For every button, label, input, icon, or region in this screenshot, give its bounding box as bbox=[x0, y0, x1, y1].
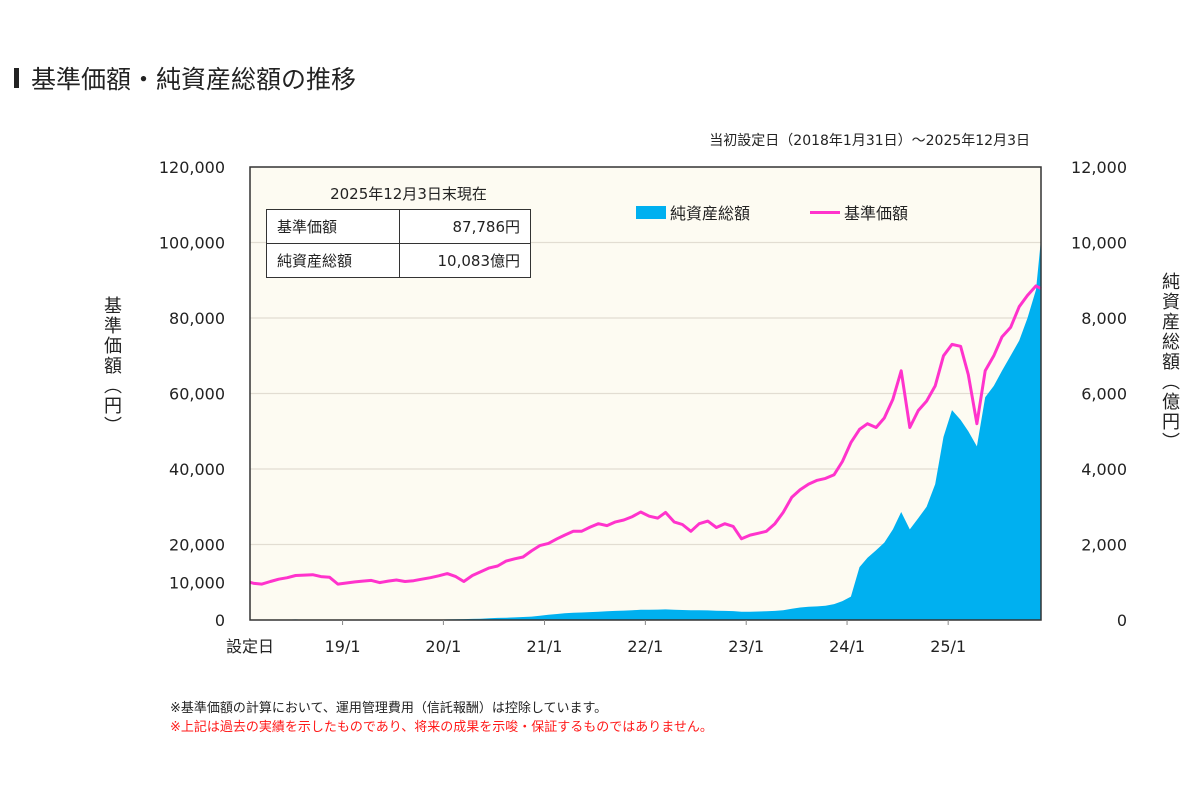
legend-label: 純資産総額 bbox=[670, 204, 751, 223]
legend-item-net-assets: 純資産総額 bbox=[636, 200, 750, 224]
x-tick-label: 24/1 bbox=[829, 637, 865, 656]
note-fee: ※基準価額の計算において、運用管理費用（信託報酬）は控除しています。 bbox=[170, 701, 608, 716]
note-disclaimer: ※上記は過去の実績を示したものであり、将来の成果を示唆・保証するものではありませ… bbox=[170, 720, 713, 735]
period-label: 当初設定日（2018年1月31日）～2025年12月3日 bbox=[709, 133, 1030, 149]
x-tick-label: 23/1 bbox=[728, 637, 764, 656]
legend-label: 基準価額 bbox=[844, 204, 909, 223]
y-left-tick-label: 120,000 bbox=[159, 158, 225, 177]
legend: 純資産総額 基準価額 bbox=[636, 200, 908, 224]
latest-values-table: 基準価額 87,786円 純資産総額 10,083億円 bbox=[266, 209, 531, 278]
title-marker bbox=[14, 68, 19, 88]
nav-label: 基準価額 bbox=[266, 209, 400, 244]
legend-swatch-area bbox=[636, 205, 666, 219]
y-left-tick-label: 20,000 bbox=[169, 536, 225, 555]
title-text: 基準価額・純資産総額の推移 bbox=[31, 65, 357, 94]
y-right-tick-label: 2,000 bbox=[1081, 536, 1127, 555]
assets-label: 純資産総額 bbox=[266, 243, 400, 278]
x-tick-label: 設定日 bbox=[226, 637, 274, 656]
legend-swatch-line bbox=[810, 210, 841, 214]
y-left-tick-label: 100,000 bbox=[159, 234, 225, 253]
page-title: 基準価額・純資産総額の推移 bbox=[14, 60, 356, 96]
x-tick-label: 20/1 bbox=[425, 637, 461, 656]
axis-ticks: 0 10,000 20,000 40,000 60,000 80,000 100,000 12… bbox=[159, 158, 1127, 656]
latest-values-box: 2025年12月3日末現在 基準価額 87,786円 純資産総額 10,083億円 bbox=[266, 183, 531, 278]
table-row: 純資産総額 10,083億円 bbox=[266, 243, 531, 278]
y-right-tick-label: 10,000 bbox=[1071, 234, 1127, 253]
y-axis-right-label: 純資産総額（億円） bbox=[1159, 272, 1180, 452]
x-tick-label: 25/1 bbox=[930, 637, 966, 656]
y-axis-left-label: 基準価額（円） bbox=[101, 296, 122, 436]
y-right-tick-label: 0 bbox=[1117, 611, 1127, 630]
nav-value: 87,786円 bbox=[399, 209, 531, 244]
y-right-tick-label: 12,000 bbox=[1071, 158, 1127, 177]
x-tick-label: 19/1 bbox=[325, 637, 361, 656]
table-row: 基準価額 87,786円 bbox=[266, 209, 531, 244]
y-left-tick-label: 10,000 bbox=[169, 573, 225, 592]
legend-item-nav: 基準価額 bbox=[810, 200, 908, 224]
series-nav-line bbox=[249, 284, 1042, 586]
latest-date-caption: 2025年12月3日末現在 bbox=[330, 185, 487, 203]
series-net-assets-area bbox=[250, 239, 1041, 620]
y-left-tick-label: 80,000 bbox=[169, 309, 225, 328]
y-right-tick-label: 6,000 bbox=[1081, 385, 1127, 404]
x-tick-label: 22/1 bbox=[627, 637, 663, 656]
y-left-tick-label: 0 bbox=[215, 611, 225, 630]
assets-value: 10,083億円 bbox=[399, 243, 531, 278]
x-tick-label: 21/1 bbox=[527, 637, 563, 656]
y-right-tick-label: 8,000 bbox=[1081, 309, 1127, 328]
y-left-tick-label: 40,000 bbox=[169, 460, 225, 479]
y-right-tick-label: 4,000 bbox=[1081, 460, 1127, 479]
y-left-tick-label: 60,000 bbox=[169, 385, 225, 404]
